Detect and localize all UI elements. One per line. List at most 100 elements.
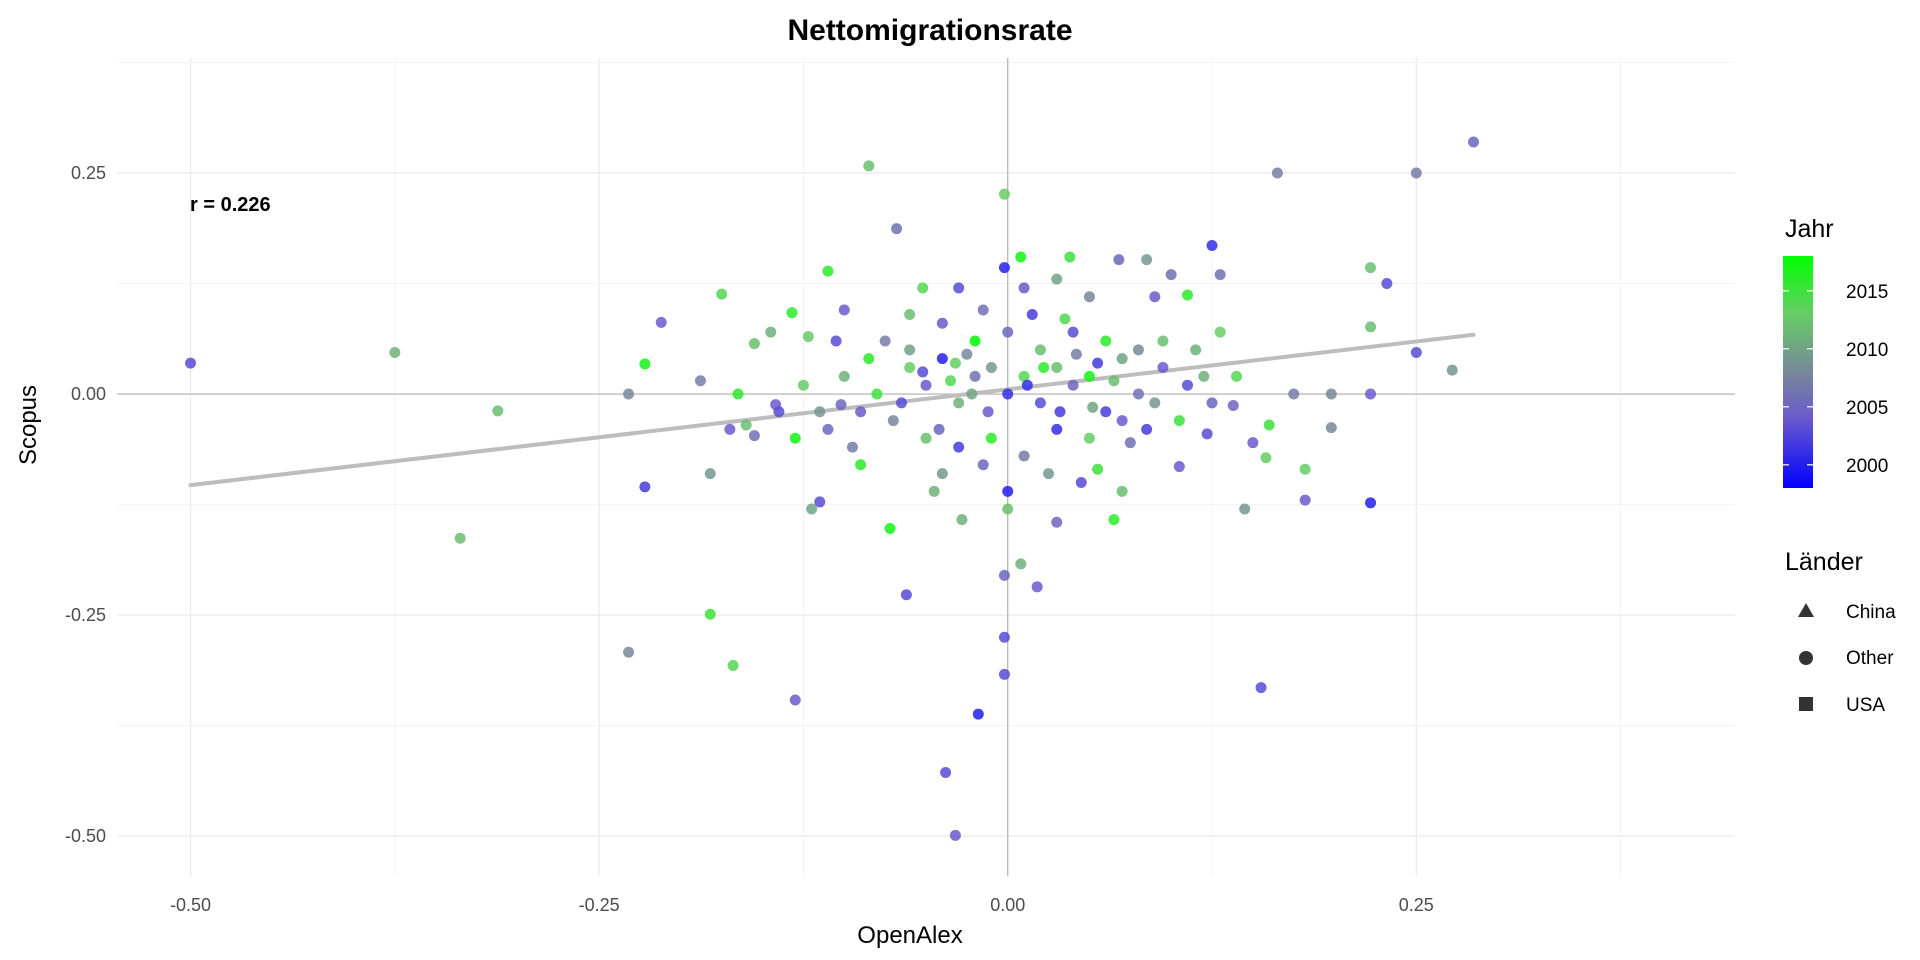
circle-icon bbox=[1799, 651, 1813, 665]
data-point-157 bbox=[1021, 379, 1033, 391]
y-tick-label: -0.50 bbox=[65, 826, 106, 846]
data-point-119 bbox=[1181, 379, 1193, 391]
data-point-51 bbox=[1288, 388, 1300, 400]
data-point-132 bbox=[928, 485, 940, 497]
data-point-112 bbox=[953, 441, 965, 453]
data-point-21 bbox=[822, 265, 834, 277]
data-point-149 bbox=[814, 406, 826, 418]
y-tick-labels: 0.25 0.00 -0.25 -0.50 bbox=[65, 163, 106, 846]
data-point-64 bbox=[1468, 136, 1480, 148]
data-point-18 bbox=[789, 694, 801, 706]
data-point-11 bbox=[704, 608, 716, 620]
data-point-38 bbox=[1015, 558, 1027, 570]
y-axis-title: Scopus bbox=[15, 385, 42, 465]
data-point-111 bbox=[920, 432, 932, 444]
trend-line bbox=[188, 332, 1476, 488]
data-point-134 bbox=[1002, 503, 1014, 515]
data-point-158 bbox=[1038, 362, 1050, 374]
data-point-62 bbox=[1410, 346, 1422, 358]
data-point-36 bbox=[998, 262, 1010, 274]
y-tick-label: -0.25 bbox=[65, 605, 106, 625]
data-point-127 bbox=[904, 344, 916, 356]
data-point-126 bbox=[936, 317, 948, 329]
data-point-53 bbox=[1299, 494, 1311, 506]
data-point-109 bbox=[838, 370, 850, 382]
data-point-25 bbox=[891, 223, 903, 235]
data-point-17 bbox=[786, 307, 798, 319]
data-point-7 bbox=[639, 358, 651, 370]
data-point-69 bbox=[1231, 370, 1243, 382]
data-point-142 bbox=[1124, 437, 1136, 449]
data-point-113 bbox=[985, 432, 997, 444]
data-point-63 bbox=[1446, 364, 1458, 376]
data-point-10 bbox=[704, 468, 716, 480]
data-point-76 bbox=[1092, 463, 1104, 475]
data-point-92 bbox=[920, 379, 932, 391]
data-point-34 bbox=[998, 631, 1010, 643]
data-point-31 bbox=[972, 708, 984, 720]
data-point-154 bbox=[740, 419, 752, 431]
data-point-78 bbox=[838, 304, 850, 316]
data-point-66 bbox=[1173, 461, 1185, 473]
data-point-9 bbox=[694, 375, 706, 387]
x-tick-labels: -0.50 -0.25 0.00 0.25 bbox=[170, 895, 1434, 915]
data-point-3 bbox=[492, 405, 504, 417]
data-point-71 bbox=[1263, 419, 1275, 431]
data-point-2 bbox=[454, 532, 466, 544]
data-point-70 bbox=[1247, 437, 1259, 449]
data-point-133 bbox=[1002, 485, 1014, 497]
color-tick-label: 2015 bbox=[1846, 282, 1888, 303]
data-point-27 bbox=[917, 282, 929, 294]
data-point-75 bbox=[1116, 485, 1128, 497]
data-point-140 bbox=[1108, 375, 1120, 387]
data-point-1 bbox=[389, 346, 401, 358]
trend-line-group bbox=[188, 332, 1476, 488]
data-point-147 bbox=[830, 335, 842, 347]
legend-label-china: China bbox=[1846, 602, 1896, 623]
data-point-47 bbox=[1239, 503, 1251, 515]
data-point-137 bbox=[945, 375, 957, 387]
data-point-110 bbox=[822, 423, 834, 435]
data-point-74 bbox=[1141, 423, 1153, 435]
data-point-68 bbox=[1214, 326, 1226, 338]
x-tick-label: -0.25 bbox=[579, 895, 620, 915]
data-point-102 bbox=[1083, 370, 1095, 382]
data-point-124 bbox=[1100, 335, 1112, 347]
legend-label-other: Other bbox=[1846, 648, 1894, 669]
data-point-48 bbox=[1255, 682, 1267, 694]
color-tick-label: 2010 bbox=[1846, 340, 1888, 361]
data-point-42 bbox=[1108, 514, 1120, 526]
data-point-143 bbox=[863, 353, 875, 365]
data-point-33 bbox=[998, 569, 1010, 581]
data-point-148 bbox=[1190, 344, 1202, 356]
data-point-118 bbox=[1149, 397, 1161, 409]
color-tick-label: 2005 bbox=[1846, 398, 1888, 419]
data-point-56 bbox=[1365, 262, 1377, 274]
data-point-23 bbox=[863, 160, 875, 172]
data-point-15 bbox=[748, 338, 760, 350]
color-legend-bar bbox=[1783, 256, 1813, 488]
data-point-153 bbox=[765, 326, 777, 338]
data-point-43 bbox=[1113, 254, 1125, 266]
data-point-114 bbox=[1018, 450, 1030, 462]
data-point-13 bbox=[727, 660, 739, 672]
data-point-50 bbox=[1271, 167, 1283, 179]
data-point-12 bbox=[716, 288, 728, 300]
correlation-annotation: r = 0.226 bbox=[190, 194, 271, 216]
data-point-86 bbox=[1149, 291, 1161, 303]
color-legend: Jahr 2015 2010 2005 2000 bbox=[1783, 215, 1888, 488]
color-legend-title: Jahr bbox=[1785, 215, 1834, 243]
data-point-85 bbox=[1214, 269, 1226, 281]
data-point-58 bbox=[1365, 388, 1377, 400]
data-point-83 bbox=[1051, 273, 1063, 285]
triangle-icon bbox=[1798, 603, 1814, 617]
data-point-93 bbox=[936, 353, 948, 365]
data-point-24 bbox=[884, 522, 896, 534]
data-point-131 bbox=[1075, 476, 1087, 488]
data-point-161 bbox=[1054, 406, 1066, 418]
data-point-150 bbox=[1206, 397, 1218, 409]
data-point-61 bbox=[1410, 167, 1422, 179]
data-point-30 bbox=[956, 514, 968, 526]
